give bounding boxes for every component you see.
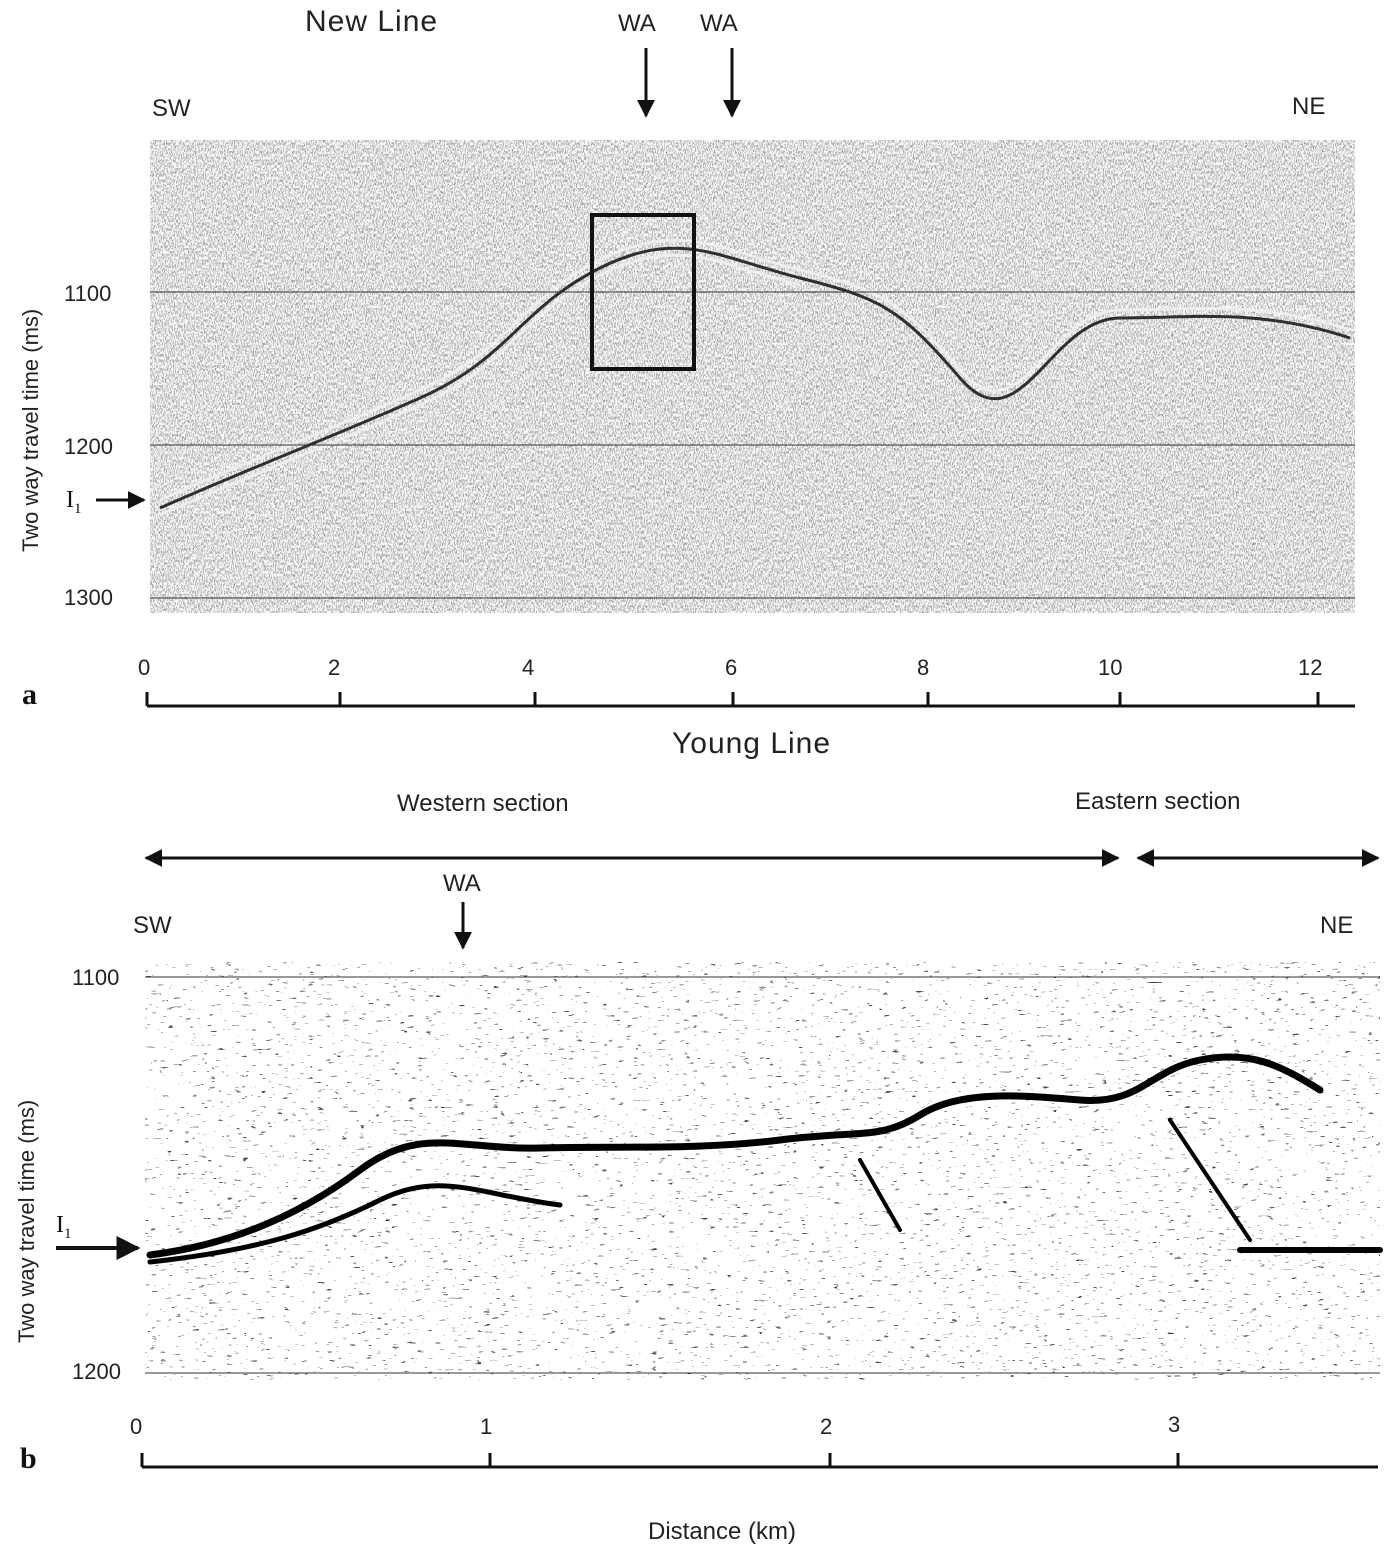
panel-a-x-tick-2: 2 <box>328 655 341 680</box>
panel-a-sw-label: SW <box>152 95 191 122</box>
panel-a-title: New Line <box>305 5 439 38</box>
panel-b-ne-label: NE <box>1320 912 1354 939</box>
panel-a-reflector-label: I1 <box>66 487 82 517</box>
panel-b-x-tick-2: 2 <box>820 1414 833 1439</box>
panel-a-seismic-section <box>150 140 1355 613</box>
panel-a-x-axis <box>145 692 1355 708</box>
panel-a-y-tick-1100: 1100 <box>64 281 112 306</box>
eastern-section-label: Eastern section <box>1075 788 1241 815</box>
panel-b-seismic-section <box>145 962 1380 1380</box>
panel-a-x-tick-0: 0 <box>138 655 151 680</box>
panel-a-dark-reflectors <box>159 246 1351 510</box>
panel-b-reflectors <box>146 1053 1383 1265</box>
panel-a-x-tick-12: 12 <box>1298 655 1323 680</box>
panel-a-x-tick-10: 10 <box>1098 655 1123 680</box>
panel-b-y-tick-1200: 1200 <box>72 1359 121 1384</box>
panel-a-highlight-box <box>590 213 696 371</box>
wa-marker-1: WA <box>618 10 656 37</box>
panel-a-y-tick-1300: 1300 <box>64 585 113 610</box>
panel-b-x-tick-0: 0 <box>130 1414 143 1439</box>
wa-marker-b: WA <box>443 870 481 897</box>
panel-a-x-tick-6: 6 <box>725 655 738 680</box>
western-section-label: Western section <box>397 790 569 817</box>
panel-a-x-tick-8: 8 <box>917 655 930 680</box>
panel-b-sw-label: SW <box>133 912 172 939</box>
panel-b-x-tick-1: 1 <box>480 1414 493 1439</box>
panel-b-y-tick-1100: 1100 <box>72 965 120 990</box>
panel-b-x-tick-3: 3 <box>1168 1412 1181 1437</box>
panel-b-x-axis <box>140 1453 1378 1469</box>
panel-b-title: Young Line <box>672 727 832 760</box>
panel-b-letter: b <box>20 1442 37 1475</box>
wa-marker-2: WA <box>700 10 738 37</box>
panel-a-y-tick-1200: 1200 <box>64 434 113 459</box>
panel-a-x-tick-4: 4 <box>522 655 535 680</box>
panel-b-reflector-label: I1 <box>56 1212 72 1242</box>
panel-a-ne-label: NE <box>1292 93 1326 120</box>
panel-b-x-axis-label: Distance (km) <box>648 1518 797 1545</box>
panel-a-letter: a <box>22 678 37 711</box>
